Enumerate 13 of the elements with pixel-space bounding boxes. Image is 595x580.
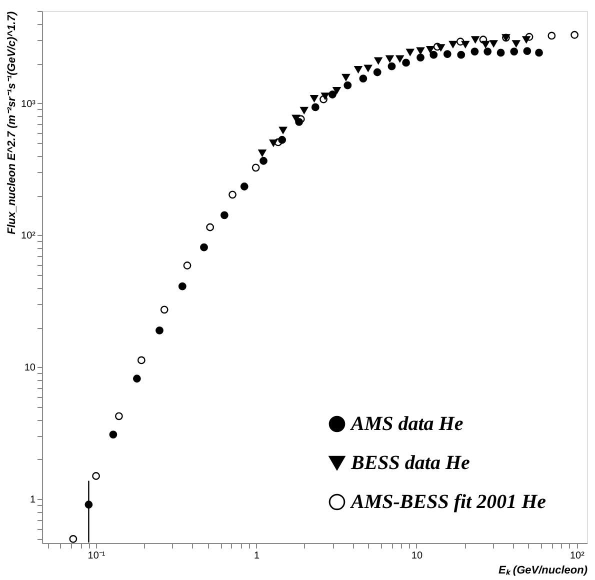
legend-label: AMS-BESS fit 2001 He (349, 491, 546, 513)
y-tick-label: 1 (30, 494, 36, 506)
y-tick-label: 10 (24, 362, 36, 374)
x-tick-label: 10² (570, 550, 586, 562)
y-tick-label: 10² (21, 230, 36, 242)
y-axis-title: Flux_nucleon E^2.7 (m⁻²sr⁻¹s⁻¹(GeV/c)^1.7) (6, 11, 18, 234)
x-tick-label: 10 (411, 550, 423, 562)
x-tick-label: 1 (254, 550, 260, 562)
x-axis-title: Eₖ (GeV/nucleon) (498, 564, 588, 576)
x-tick-label: 10⁻¹ (88, 550, 106, 562)
y-tick-label: 10³ (21, 98, 36, 110)
legend-label: BESS data He (350, 452, 470, 474)
legend-label: AMS data He (349, 413, 464, 435)
